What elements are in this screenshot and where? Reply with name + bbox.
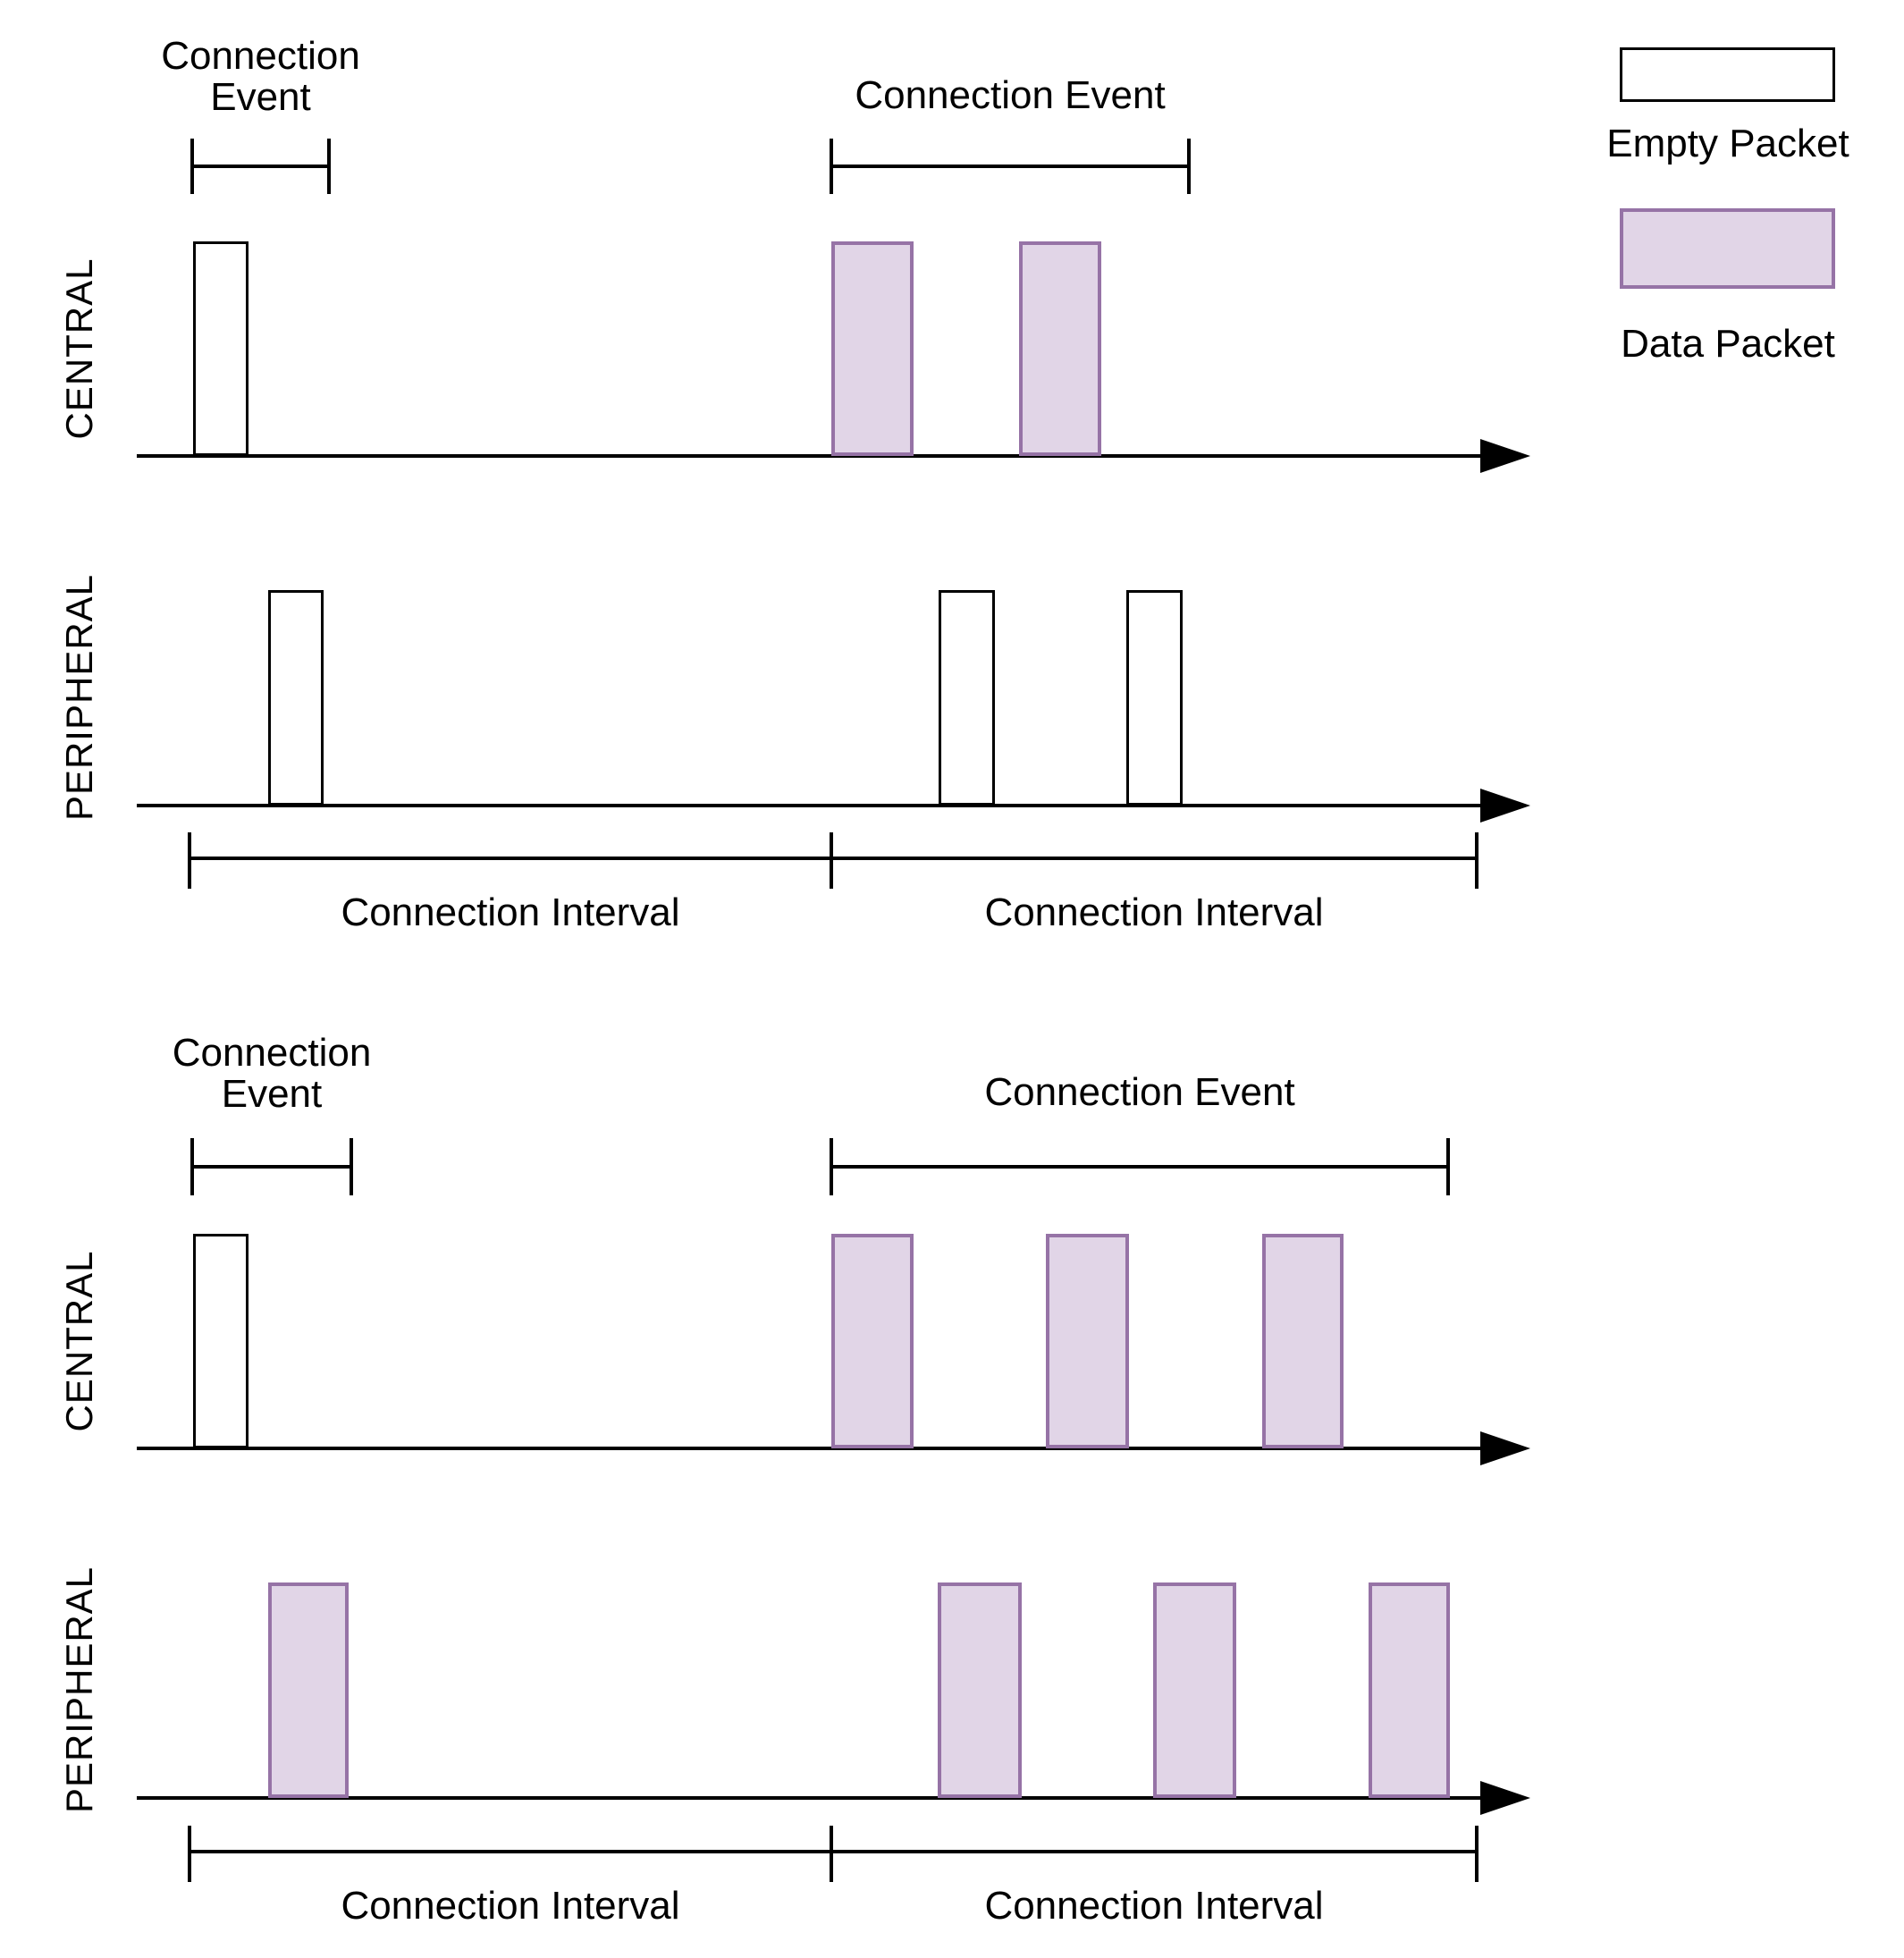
diagram-2-peripheral-data-packet-4 [1369, 1582, 1450, 1798]
legend-data-packet-swatch [1620, 208, 1835, 289]
diagram-2-connection-interval-label-2: Connection Interval [984, 1884, 1324, 1928]
diagram-1-peripheral-empty-packet-2 [939, 590, 995, 806]
diagram-2-central-timeline [137, 1447, 1484, 1450]
diagram-1-connection-event-1-bracket-tick-right [327, 139, 331, 194]
diagram-2-connection-interval-bracket-tick-2 [830, 1826, 833, 1882]
diagram-1-peripheral-timeline [137, 804, 1484, 807]
legend-empty-packet-label: Empty Packet [1606, 122, 1849, 165]
diagram-1-connection-event-2-bracket-line [831, 165, 1189, 168]
diagram-2-central-label: CENTRAL [58, 1250, 100, 1432]
diagram-1-connection-interval-bracket-tick-1 [188, 832, 191, 889]
diagram-1-central-timeline-arrow-icon [1480, 439, 1530, 473]
diagram-2-connection-event-2-bracket-tick-right [1446, 1138, 1450, 1195]
diagram-2-connection-interval-label-1: Connection Interval [341, 1884, 680, 1928]
diagram-2-peripheral-timeline [137, 1796, 1484, 1800]
diagram-1-central-label: CENTRAL [58, 257, 100, 440]
diagram-2-connection-event-1-bracket-tick-left [190, 1138, 194, 1195]
diagram-2-peripheral-data-packet-1 [268, 1582, 349, 1798]
diagram-1-connection-event-1-bracket-tick-left [190, 139, 194, 194]
diagram-1-peripheral-timeline-arrow-icon [1480, 789, 1530, 823]
diagram-2-central-empty-packet-1 [193, 1234, 249, 1448]
diagram-2-connection-event-1-bracket-line [192, 1165, 351, 1169]
diagram-2-central-data-packet-2 [831, 1234, 914, 1448]
diagram-2-connection-event-2-label: Connection Event [984, 1070, 1295, 1114]
diagram-1-connection-interval-label-1: Connection Interval [341, 890, 680, 934]
diagram-1-peripheral-empty-packet-1 [268, 590, 324, 806]
diagram-2-connection-event-2-bracket-line [831, 1165, 1448, 1169]
diagram-1-connection-event-1-bracket-line [192, 165, 329, 168]
diagram-2-central-data-packet-3 [1046, 1234, 1129, 1448]
diagram-1-connection-interval-label-2: Connection Interval [984, 890, 1324, 934]
diagram-1-connection-interval-bracket-tick-3 [1475, 832, 1479, 889]
diagram-1-connection-event-2-bracket-tick-right [1187, 139, 1191, 194]
diagram-2-central-data-packet-4 [1262, 1234, 1344, 1448]
diagram-2-peripheral-data-packet-2 [938, 1582, 1022, 1798]
diagram-2-connection-event-2-bracket-tick-left [830, 1138, 833, 1195]
diagram-1-central-timeline [137, 454, 1484, 458]
diagram-1-connection-interval-bracket-tick-2 [830, 832, 833, 889]
diagram-2-central-timeline-arrow-icon [1480, 1431, 1530, 1465]
diagram-2-connection-event-1-label: Connection Event [172, 1031, 372, 1116]
legend-data-packet-label: Data Packet [1621, 322, 1835, 366]
diagram-2-connection-interval-bracket-tick-1 [188, 1826, 191, 1882]
diagram-2-connection-interval-bracket-line [190, 1850, 1477, 1853]
diagram-2-peripheral-data-packet-3 [1153, 1582, 1236, 1798]
diagram-2-connection-interval-bracket-tick-3 [1475, 1826, 1479, 1882]
diagram-2-peripheral-label: PERIPHERAL [58, 1566, 100, 1814]
diagram-1-peripheral-empty-packet-3 [1126, 590, 1183, 806]
diagram-1-connection-event-2-bracket-tick-left [830, 139, 833, 194]
diagram-2-connection-event-1-bracket-tick-right [350, 1138, 353, 1195]
diagram-1-central-empty-packet-1 [193, 241, 249, 456]
diagram-1-connection-event-1-label: Connection Event [161, 34, 360, 119]
diagram-1-central-data-packet-3 [1019, 241, 1101, 456]
legend-empty-packet-swatch [1620, 47, 1835, 102]
diagram-1-connection-interval-bracket-line [190, 857, 1477, 860]
diagram-1-connection-event-2-label: Connection Event [855, 73, 1166, 117]
diagram-1-peripheral-label: PERIPHERAL [58, 573, 100, 822]
diagram-1-central-data-packet-2 [831, 241, 914, 456]
diagram-2-peripheral-timeline-arrow-icon [1480, 1781, 1530, 1815]
